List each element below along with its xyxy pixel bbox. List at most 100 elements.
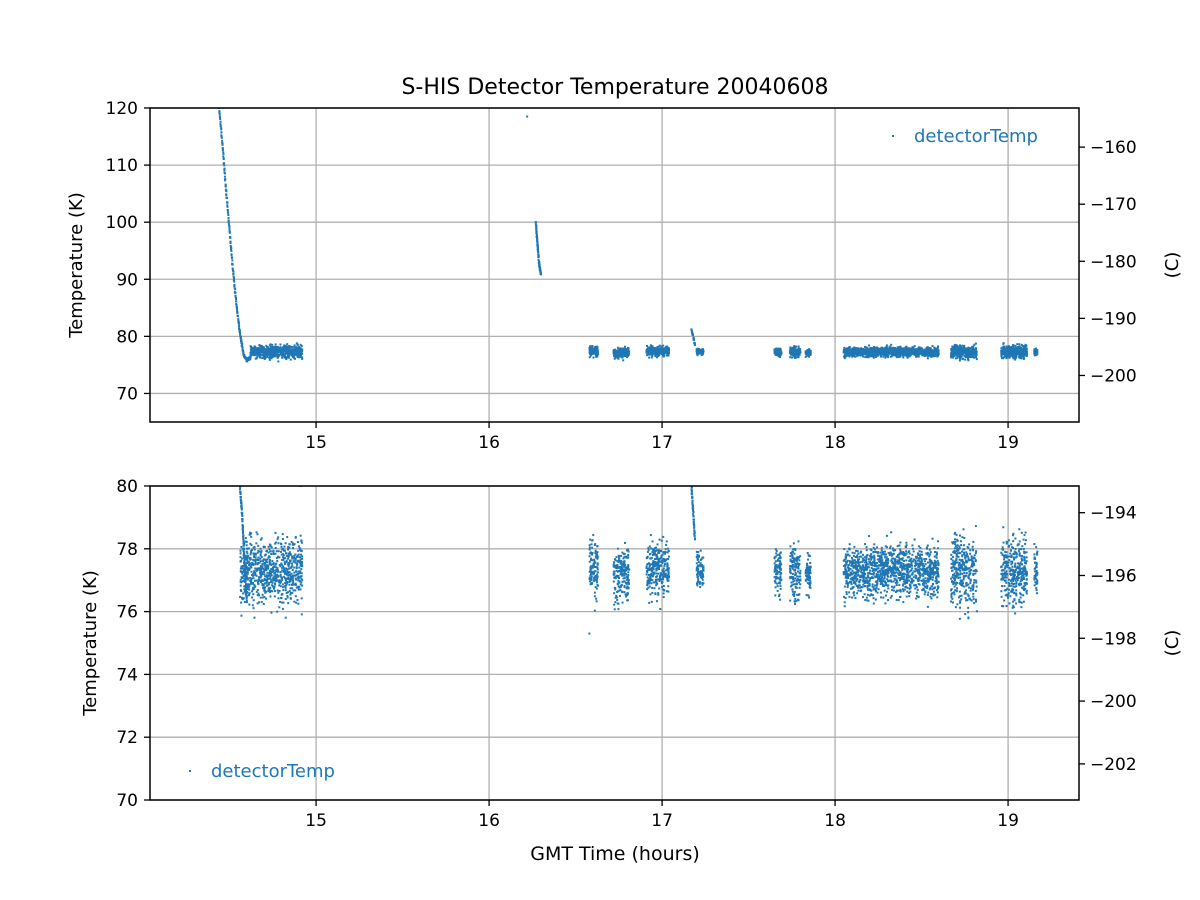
data-point bbox=[237, 320, 240, 323]
data-point bbox=[851, 347, 854, 350]
data-point bbox=[281, 601, 284, 604]
data-point bbox=[615, 556, 618, 559]
data-point bbox=[791, 347, 794, 350]
data-point bbox=[264, 589, 267, 592]
data-point bbox=[259, 344, 262, 347]
data-point bbox=[594, 575, 597, 578]
data-point bbox=[650, 346, 653, 349]
data-point bbox=[258, 344, 261, 347]
data-point bbox=[1023, 352, 1026, 355]
data-point bbox=[902, 350, 905, 353]
data-point bbox=[220, 136, 223, 139]
data-point bbox=[972, 350, 975, 353]
data-point bbox=[1002, 353, 1005, 356]
data-point bbox=[798, 350, 801, 353]
data-point bbox=[596, 568, 599, 571]
data-point bbox=[865, 348, 868, 351]
data-point bbox=[698, 350, 701, 353]
data-point bbox=[300, 562, 303, 565]
data-point bbox=[908, 348, 911, 351]
data-point bbox=[789, 356, 792, 359]
data-point bbox=[621, 580, 624, 583]
data-point bbox=[958, 351, 961, 354]
data-point bbox=[658, 344, 661, 347]
data-point bbox=[926, 346, 929, 349]
data-point bbox=[954, 343, 957, 346]
data-point bbox=[253, 546, 256, 549]
data-point bbox=[893, 348, 896, 351]
data-point bbox=[693, 341, 696, 344]
data-point bbox=[933, 351, 936, 354]
data-point bbox=[616, 566, 619, 569]
data-point bbox=[621, 354, 624, 357]
data-point bbox=[928, 348, 931, 351]
data-point bbox=[274, 542, 277, 545]
data-point bbox=[239, 335, 242, 338]
data-point bbox=[291, 345, 294, 348]
data-point bbox=[267, 556, 270, 559]
data-point bbox=[615, 353, 618, 356]
data-point bbox=[961, 352, 964, 355]
data-point bbox=[276, 589, 279, 592]
data-point bbox=[232, 277, 235, 280]
data-point bbox=[596, 557, 599, 560]
data-point bbox=[245, 544, 248, 547]
data-point bbox=[902, 356, 905, 359]
data-point bbox=[898, 346, 901, 349]
data-point bbox=[297, 545, 300, 548]
data-point bbox=[297, 602, 300, 605]
data-point bbox=[220, 135, 223, 138]
data-point bbox=[246, 588, 249, 591]
data-point bbox=[279, 575, 282, 578]
data-point bbox=[285, 577, 288, 580]
data-point bbox=[963, 351, 966, 354]
data-point bbox=[588, 578, 591, 581]
data-point bbox=[664, 349, 667, 352]
data-point bbox=[270, 578, 273, 581]
data-point bbox=[300, 597, 303, 600]
data-point bbox=[281, 566, 284, 569]
data-point bbox=[1016, 352, 1019, 355]
data-point bbox=[292, 353, 295, 356]
data-point bbox=[652, 347, 655, 350]
data-point bbox=[1023, 345, 1026, 348]
data-point bbox=[279, 347, 282, 350]
data-point bbox=[224, 184, 227, 187]
data-point bbox=[294, 589, 297, 592]
data-point bbox=[934, 355, 937, 358]
data-point bbox=[916, 354, 919, 357]
data-point bbox=[241, 567, 244, 570]
data-point bbox=[661, 352, 664, 355]
data-point bbox=[933, 346, 936, 349]
data-point bbox=[795, 352, 798, 355]
data-point bbox=[284, 552, 287, 555]
data-point bbox=[594, 586, 597, 589]
data-point bbox=[894, 347, 897, 350]
data-point bbox=[224, 178, 227, 181]
data-point bbox=[868, 352, 871, 355]
data-point bbox=[254, 561, 257, 564]
data-point bbox=[297, 350, 300, 353]
data-point bbox=[282, 607, 285, 610]
data-point bbox=[962, 347, 965, 350]
data-point bbox=[265, 561, 268, 564]
data-point bbox=[623, 555, 626, 558]
data-point bbox=[278, 606, 281, 609]
data-point bbox=[589, 352, 592, 355]
data-point bbox=[974, 356, 977, 359]
data-point bbox=[863, 353, 866, 356]
data-point bbox=[596, 556, 599, 559]
data-point bbox=[615, 565, 618, 568]
data-point bbox=[1008, 350, 1011, 353]
data-point bbox=[1015, 352, 1018, 355]
data-point bbox=[256, 355, 259, 358]
data-point bbox=[592, 562, 595, 565]
data-point bbox=[299, 351, 302, 354]
data-point bbox=[242, 597, 245, 600]
data-point bbox=[271, 567, 274, 570]
data-point bbox=[219, 116, 222, 119]
data-point bbox=[245, 550, 248, 553]
data-point bbox=[283, 561, 286, 564]
data-point bbox=[651, 354, 654, 357]
data-point bbox=[241, 572, 244, 575]
